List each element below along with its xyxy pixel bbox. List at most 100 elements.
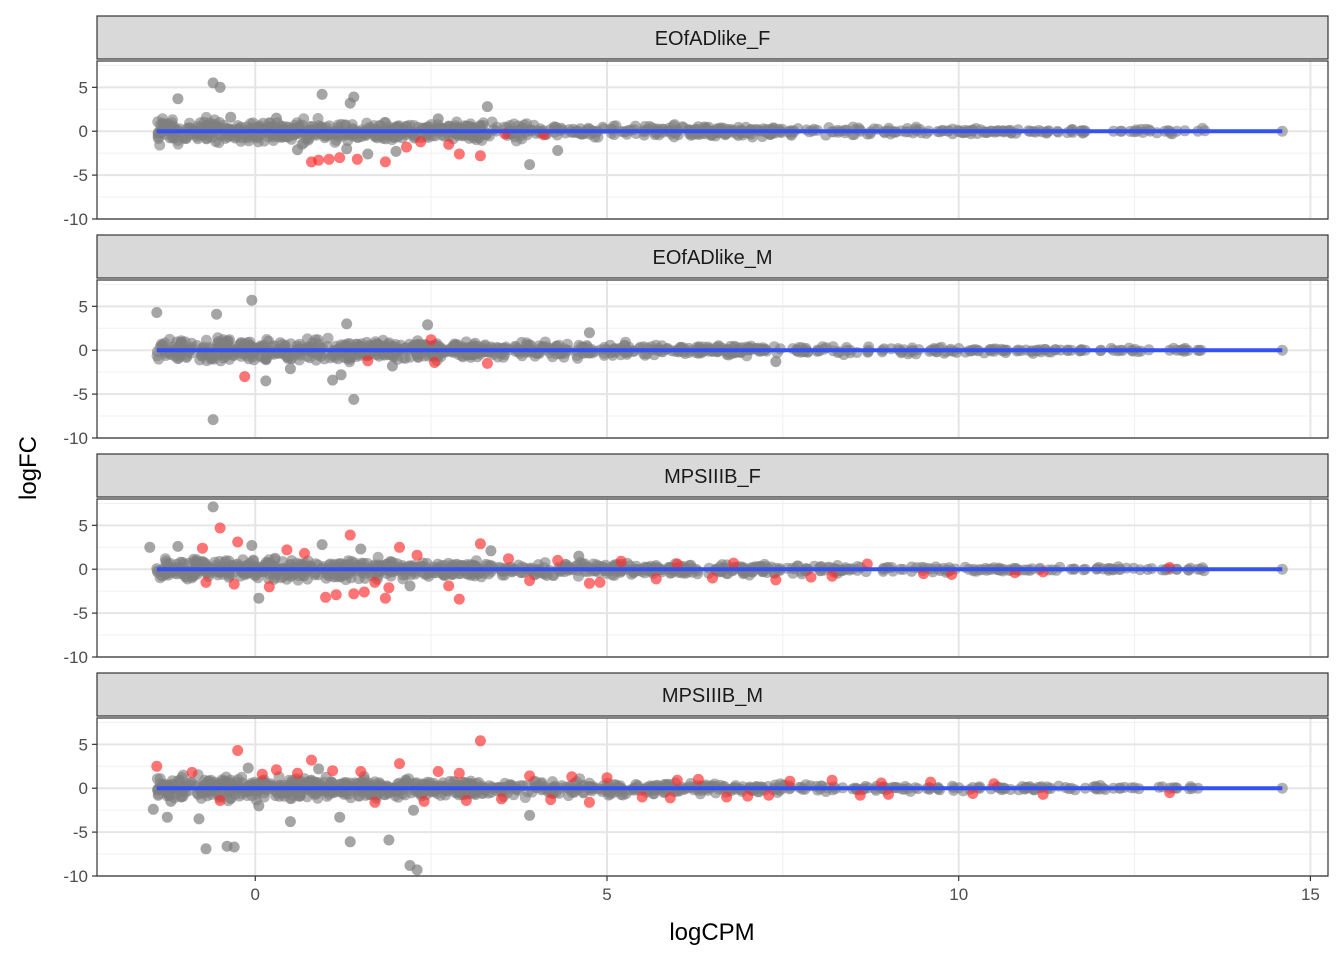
y-tick-label: -10 xyxy=(63,648,88,667)
y-tick-label: -5 xyxy=(73,604,88,623)
data-point-significant xyxy=(197,542,208,554)
data-point xyxy=(380,117,392,129)
data-point xyxy=(485,545,497,557)
data-point-significant xyxy=(650,573,662,585)
data-point-significant xyxy=(552,554,564,566)
data-point xyxy=(344,97,356,109)
data-point xyxy=(206,352,218,364)
data-point xyxy=(477,787,489,799)
facet-strip-label: MPSIIIB_F xyxy=(664,466,761,488)
data-point-significant xyxy=(728,557,740,569)
data-point xyxy=(410,777,422,789)
facet-panel-MPSIIIB_M: MPSIIIB_M 5 0 -5 -10 0 5 10 15 xyxy=(63,672,1329,904)
facet-strip-label: EOfADlike_F xyxy=(655,28,771,50)
data-point-significant xyxy=(411,549,423,561)
data-point-significant xyxy=(256,768,268,780)
panel-border xyxy=(96,498,1329,658)
data-point xyxy=(356,557,368,569)
data-point-significant xyxy=(270,764,282,776)
data-point-significant xyxy=(239,371,251,383)
data-point xyxy=(293,354,305,366)
y-tick-label: -10 xyxy=(63,210,88,229)
data-point-significant xyxy=(443,138,455,150)
facet-panel-EOfADlike_F: EOfADlike_F 5 0 -5 -10 xyxy=(63,15,1329,229)
data-point xyxy=(341,318,353,330)
data-point xyxy=(348,393,360,405)
data-point xyxy=(176,772,188,783)
data-point-significant xyxy=(320,591,332,603)
data-point-significant xyxy=(566,771,578,783)
data-point xyxy=(524,809,536,821)
data-point xyxy=(469,570,481,582)
data-point xyxy=(313,763,325,775)
y-tick-label: 0 xyxy=(79,779,88,798)
data-point xyxy=(334,811,346,823)
data-point xyxy=(356,776,368,788)
facet-strip-label: EOfADlike_M xyxy=(652,247,772,269)
data-point-significant xyxy=(721,791,733,803)
x-axis-title: logCPM xyxy=(669,919,754,946)
data-point xyxy=(313,569,324,581)
data-point xyxy=(369,130,381,142)
data-point-significant xyxy=(429,357,441,368)
data-point xyxy=(335,570,347,582)
data-point xyxy=(161,811,173,823)
data-point xyxy=(355,543,367,555)
data-point xyxy=(408,804,419,816)
data-point xyxy=(573,550,585,562)
data-point xyxy=(444,775,456,787)
data-point-significant xyxy=(882,788,894,800)
data-point-significant xyxy=(418,795,430,807)
data-point-significant xyxy=(432,766,444,777)
data-point-significant xyxy=(232,536,244,548)
data-point xyxy=(175,791,187,803)
data-point-significant xyxy=(615,555,627,567)
data-point xyxy=(207,414,219,426)
data-point xyxy=(452,339,463,351)
y-tick-label: -5 xyxy=(73,823,88,842)
data-point xyxy=(390,145,402,157)
data-point xyxy=(386,360,398,372)
data-point xyxy=(151,307,163,318)
data-point-significant xyxy=(453,767,465,779)
data-point xyxy=(222,777,234,789)
data-point-significant xyxy=(443,580,455,592)
y-tick-label: 5 xyxy=(79,78,88,97)
data-point-significant xyxy=(763,789,775,801)
data-point xyxy=(552,145,564,156)
data-point-significant xyxy=(692,773,704,785)
data-point xyxy=(322,332,334,344)
data-point-significant xyxy=(344,529,356,541)
x-tick-label: 5 xyxy=(602,885,611,904)
data-point xyxy=(246,294,258,306)
data-point xyxy=(205,789,217,800)
data-point xyxy=(260,375,272,387)
x-tick-label: 15 xyxy=(1301,885,1320,904)
data-point xyxy=(214,337,226,349)
data-point xyxy=(1276,563,1288,575)
data-point xyxy=(404,351,416,363)
data-point xyxy=(432,113,444,125)
data-point xyxy=(341,143,353,155)
data-point xyxy=(301,333,313,345)
data-point-significant xyxy=(401,141,412,153)
data-point-significant xyxy=(358,586,370,598)
data-point xyxy=(332,131,344,143)
data-point-significant xyxy=(281,544,293,556)
data-point-significant xyxy=(861,558,873,570)
data-point-significant xyxy=(369,796,381,808)
data-point xyxy=(316,539,328,551)
data-point-significant xyxy=(770,574,782,586)
data-point xyxy=(270,112,282,124)
data-point-significant xyxy=(351,153,363,165)
data-point-significant xyxy=(425,334,437,346)
data-point-significant xyxy=(292,767,303,779)
y-tick-label: 5 xyxy=(79,735,88,754)
data-point-significant xyxy=(232,745,244,756)
data-point xyxy=(193,813,205,825)
data-point-significant xyxy=(967,788,979,799)
data-point-significant xyxy=(636,791,648,803)
data-point-significant xyxy=(214,522,226,534)
x-tick-label: 10 xyxy=(949,885,968,904)
data-point-significant xyxy=(601,772,613,784)
